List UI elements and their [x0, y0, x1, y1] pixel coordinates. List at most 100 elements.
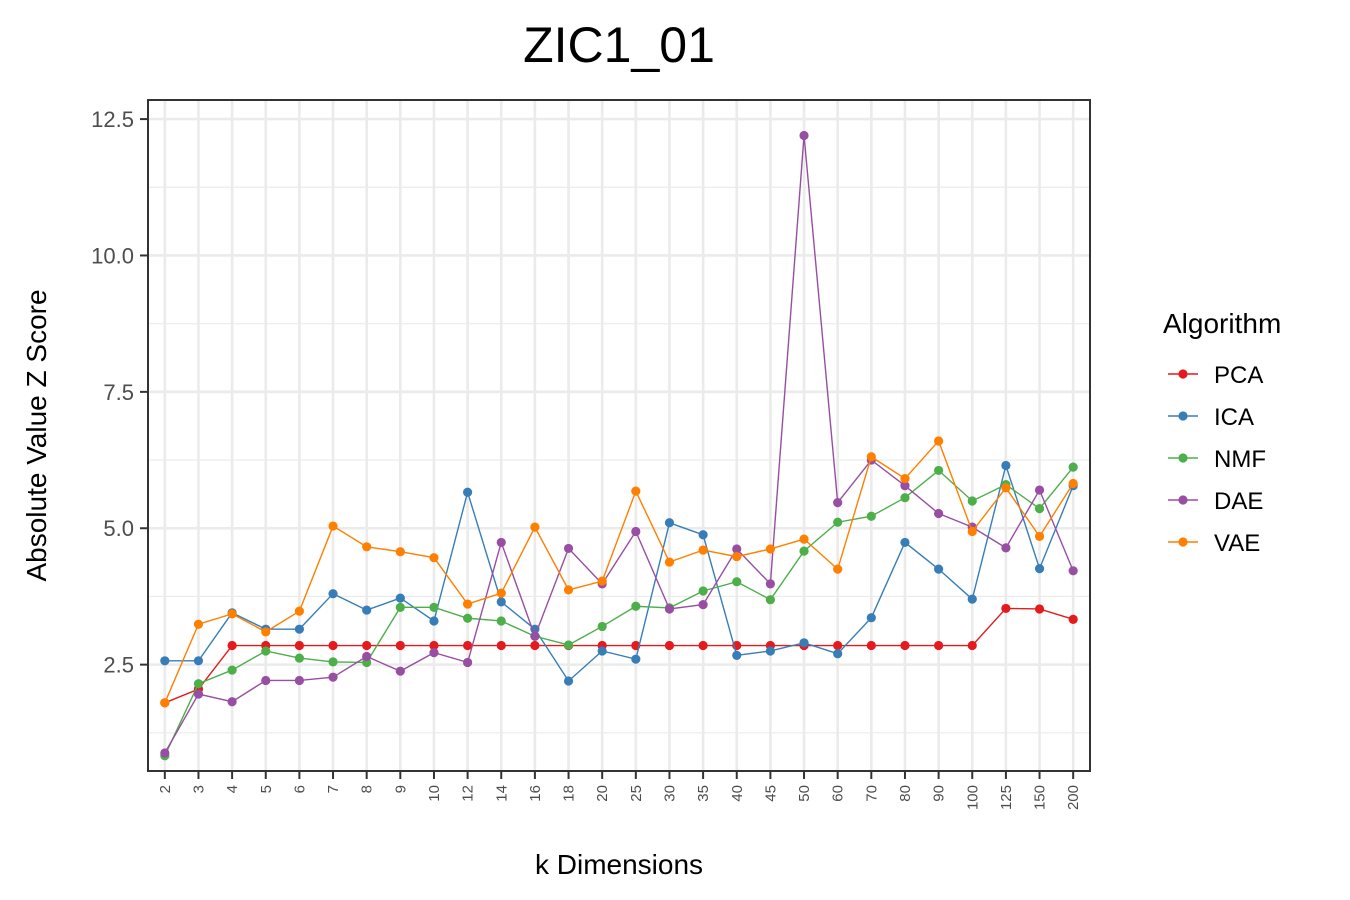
data-point-pca [967, 640, 977, 651]
data-point-ica [463, 487, 473, 497]
legend-item-nmf: NMF [1168, 446, 1266, 473]
data-point-dae [799, 130, 809, 141]
data-point-nmf [900, 493, 910, 503]
data-point-pca [698, 640, 708, 651]
x-tick-label: 9 [392, 785, 409, 793]
x-tick-label: 45 [762, 785, 779, 802]
legend-item-dae: DAE [1168, 488, 1263, 515]
data-point-dae [664, 604, 675, 614]
y-tick-label: 10.0 [91, 243, 134, 268]
data-point-nmf [1068, 462, 1078, 472]
data-point-vae [631, 486, 641, 496]
y-tick-label: 5.0 [103, 516, 134, 541]
data-point-dae [563, 543, 574, 554]
data-point-vae [833, 564, 843, 574]
data-point-vae [227, 609, 237, 619]
data-point-ica [866, 613, 876, 623]
axes: 2.55.07.510.012.52 3 4 5 6 7 8 9 10 12 14 16 18 20 25 3… [91, 107, 1082, 810]
series-line-vae [164, 439, 1074, 704]
data-point-pca [866, 640, 876, 651]
legend-items: PCA ICA NMF DAE VAE [1168, 362, 1266, 557]
legend-item-pca: PCA [1168, 362, 1263, 389]
data-point-vae [597, 576, 607, 586]
data-point-ica [395, 593, 405, 603]
data-point-nmf [631, 601, 641, 611]
data-point-dae [463, 657, 473, 668]
data-point-nmf [765, 595, 775, 605]
series-line-ica [164, 462, 1074, 683]
data-point-nmf [463, 613, 473, 623]
data-point-ica [1001, 460, 1011, 471]
data-point-pca [429, 640, 439, 651]
data-point-nmf [967, 496, 977, 506]
data-point-nmf [563, 640, 574, 650]
x-tick-label: 80 [897, 785, 914, 802]
data-point-dae [227, 697, 237, 707]
data-point-vae [429, 553, 439, 563]
data-point-vae [866, 452, 876, 462]
x-tick-label: 35 [695, 785, 712, 802]
series-line-dae [164, 135, 1074, 754]
series-layer [160, 130, 1078, 761]
data-point-ica [732, 650, 742, 660]
data-point-nmf [597, 621, 607, 632]
x-tick-label: 90 [931, 785, 948, 802]
series-ica [160, 460, 1078, 686]
legend-label: PCA [1214, 362, 1263, 389]
data-point-vae [496, 588, 506, 598]
data-point-vae [328, 521, 338, 531]
legend-key-point [1178, 411, 1188, 421]
data-point-pca [463, 640, 473, 651]
x-tick-label: 70 [863, 785, 880, 802]
data-point-dae [395, 666, 405, 676]
data-point-nmf [429, 602, 439, 612]
data-point-dae [833, 498, 843, 508]
x-tick-label: 8 [359, 785, 376, 793]
data-point-dae [530, 631, 540, 641]
legend-label: NMF [1214, 446, 1266, 473]
data-point-dae [1068, 566, 1078, 576]
data-point-vae [362, 542, 372, 552]
data-point-vae [395, 547, 405, 557]
x-tick-label: 60 [830, 785, 847, 802]
data-point-ica [193, 656, 204, 666]
x-tick-label: 50 [796, 785, 813, 802]
x-tick-label: 10 [426, 785, 443, 802]
x-tick-label: 16 [527, 785, 544, 802]
y-tick-label: 2.5 [103, 653, 134, 678]
legend-item-ica: ICA [1168, 404, 1254, 431]
legend-item-vae: VAE [1168, 530, 1260, 557]
data-point-nmf [261, 646, 271, 656]
x-tick-label: 3 [190, 785, 207, 793]
y-tick-label: 7.5 [103, 380, 134, 405]
legend-key-point [1178, 453, 1188, 463]
data-point-ica [833, 649, 843, 659]
data-point-ica [294, 624, 304, 634]
data-point-vae [900, 473, 910, 484]
data-point-nmf [866, 511, 876, 521]
legend-label: DAE [1214, 488, 1263, 515]
data-point-vae [463, 599, 473, 609]
x-tick-label: 150 [1032, 785, 1049, 810]
data-point-ica [934, 564, 944, 574]
data-point-nmf [193, 679, 204, 689]
data-point-pca [664, 640, 675, 651]
data-point-pca [1001, 603, 1011, 614]
data-point-vae [698, 545, 708, 555]
series-vae [160, 436, 1078, 708]
data-point-dae [429, 648, 439, 658]
data-point-dae [765, 579, 775, 589]
x-tick-label: 25 [628, 785, 645, 802]
series-line-nmf [164, 466, 1074, 757]
data-point-pca [294, 640, 304, 651]
legend-label: VAE [1214, 530, 1260, 557]
x-tick-label: 30 [661, 785, 678, 802]
data-point-ica [967, 594, 977, 604]
data-point-ica [328, 589, 338, 599]
data-point-pca [530, 640, 540, 651]
data-point-pca [934, 640, 944, 651]
data-point-ica [429, 616, 439, 626]
data-point-dae [193, 689, 204, 699]
data-point-dae [732, 544, 742, 554]
